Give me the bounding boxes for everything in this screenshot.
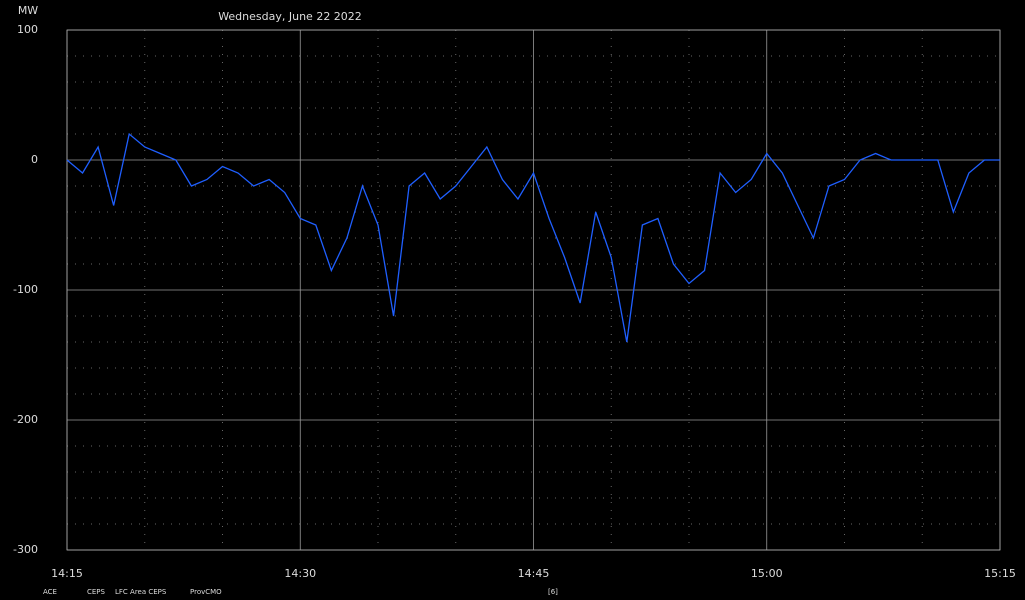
x-tick-label: 15:00 (751, 567, 783, 580)
y-tick-label: 0 (31, 153, 38, 166)
legend-entry: ACE (43, 588, 57, 596)
data-line (66, 132, 1000, 343)
legend-entry: CEPS (87, 588, 106, 596)
legend-entry: LFC Area CEPS (115, 588, 167, 596)
y-tick-label: -100 (13, 283, 38, 296)
chart-title: Wednesday, June 22 2022 (218, 10, 362, 23)
x-tick-label: 15:15 (984, 567, 1016, 580)
y-tick-label: -300 (13, 543, 38, 556)
x-tick-label: 14:45 (518, 567, 550, 580)
x-tick-label: 14:30 (284, 567, 316, 580)
legend-entry: [6] (548, 588, 558, 596)
y-tick-label: 100 (17, 23, 38, 36)
x-tick-label: 14:15 (51, 567, 83, 580)
y-axis-label: MW (18, 4, 38, 17)
plot-frame (66, 29, 1001, 551)
legend-entry: ProvCMO (190, 588, 222, 596)
y-tick-label: -200 (13, 413, 38, 426)
